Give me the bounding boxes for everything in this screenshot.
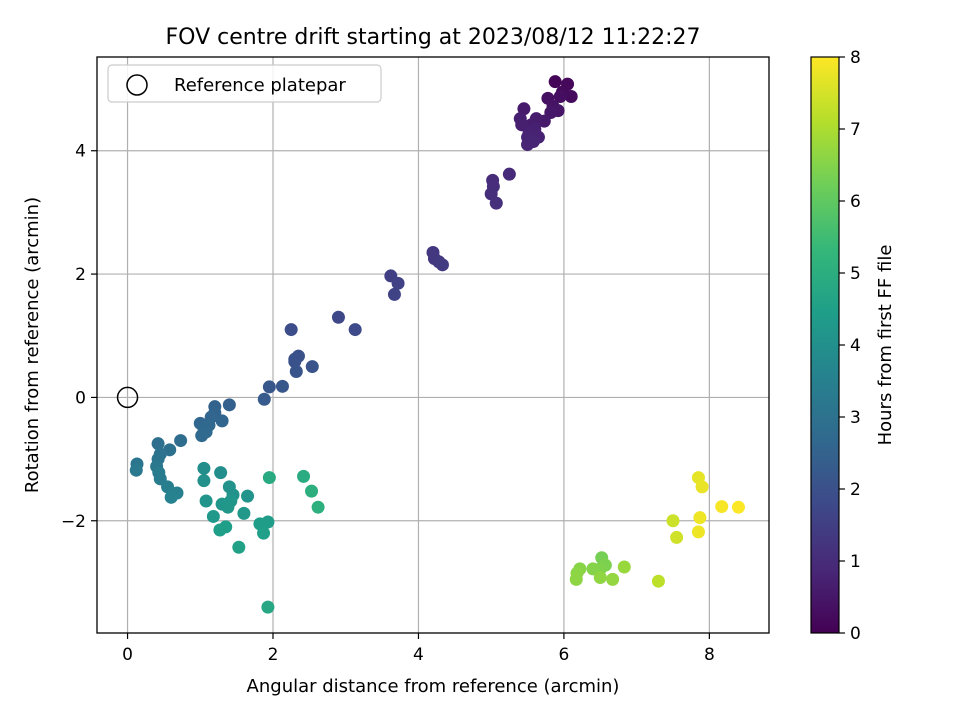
colorbar-tick-label: 2: [850, 480, 861, 500]
data-point: [257, 392, 271, 406]
data-point: [515, 118, 529, 132]
colorbar-tick-label: 6: [850, 192, 861, 212]
data-point: [174, 434, 188, 448]
legend-marker-open-circle: [126, 74, 148, 96]
data-point: [289, 365, 303, 379]
data-point: [221, 500, 235, 514]
colorbar-tick-label: 3: [850, 408, 861, 428]
data-point: [715, 500, 729, 514]
data-point: [197, 461, 211, 475]
data-point: [164, 490, 178, 504]
legend-box: [107, 64, 382, 103]
data-point: [311, 500, 325, 514]
data-point: [222, 398, 236, 412]
data-point: [548, 75, 562, 89]
legend: Reference platepar: [107, 64, 382, 103]
colorbar: 0 1 2 3 4 5 6 7 8 Hours from first FF file: [810, 48, 896, 644]
data-point: [215, 414, 229, 428]
data-point: [391, 276, 405, 290]
colorbar-tick-label: 5: [850, 264, 861, 284]
data-point: [262, 471, 276, 485]
data-point: [569, 572, 583, 586]
data-point: [129, 463, 143, 477]
data-point: [151, 437, 165, 451]
x-tick-label: 0: [122, 645, 133, 665]
data-point: [305, 484, 319, 498]
reference-layer: [116, 386, 139, 409]
data-point: [617, 560, 631, 574]
x-tick-label: 4: [413, 645, 424, 665]
data-point: [214, 466, 228, 480]
data-point: [206, 509, 220, 523]
data-point: [284, 323, 298, 337]
data-point: [666, 514, 680, 528]
chart-title: FOV centre drift starting at 2023/08/12 …: [166, 25, 701, 50]
y-tick-label: 4: [75, 142, 86, 162]
data-point: [586, 562, 600, 576]
colorbar-tick-label: 7: [850, 120, 861, 140]
data-point: [197, 474, 211, 488]
y-axis-label: Rotation from reference (arcmin): [22, 197, 43, 493]
colorbar-tick-label: 0: [850, 624, 861, 644]
data-point: [670, 530, 684, 544]
data-point: [288, 355, 302, 369]
x-tick-label: 6: [558, 645, 569, 665]
data-point: [213, 523, 227, 537]
grid: [97, 57, 769, 633]
colorbar-label: Hours from first FF file: [875, 245, 896, 446]
data-point: [261, 600, 275, 614]
axes-frame: [96, 56, 770, 634]
colorbar-gradient: [810, 56, 840, 634]
data-point: [261, 515, 275, 529]
data-point: [731, 500, 745, 514]
data-point: [257, 526, 271, 540]
data-point: [195, 429, 209, 443]
data-point: [517, 102, 531, 116]
x-tick-label: 2: [268, 645, 279, 665]
data-point: [606, 572, 620, 586]
reference-platepar-marker: [116, 386, 139, 409]
data-point: [199, 494, 213, 508]
data-point: [695, 480, 709, 494]
data-point: [489, 196, 503, 210]
data-point: [693, 511, 707, 525]
data-point: [564, 89, 578, 103]
y-tick-label: 2: [75, 265, 86, 285]
data-point: [593, 570, 607, 584]
colorbar-tick-label: 4: [850, 336, 861, 356]
data-point: [305, 360, 319, 374]
colorbar-ticks: 0 1 2 3 4 5 6 7 8: [839, 48, 861, 644]
data-point: [161, 480, 175, 494]
data-point: [553, 89, 567, 103]
data-point: [297, 469, 311, 483]
data-point: [275, 379, 289, 393]
data-point: [502, 167, 516, 181]
data-point: [435, 258, 449, 272]
scatter-series: [129, 75, 745, 614]
x-axis-label: Angular distance from reference (arcmin): [247, 676, 620, 697]
y-tick-label: −2: [61, 512, 86, 532]
data-point: [526, 134, 540, 148]
data-point: [237, 506, 251, 520]
axis-ticks: 0 2 4 6 8 −2 0 2 4: [61, 142, 715, 665]
data-point: [232, 540, 246, 554]
data-point: [387, 287, 401, 301]
data-point: [651, 574, 665, 588]
colorbar-tick-label: 1: [850, 552, 861, 572]
y-tick-label: 0: [75, 388, 86, 408]
data-point: [241, 489, 255, 503]
x-tick-label: 8: [704, 645, 715, 665]
legend-label: Reference platepar: [174, 75, 346, 96]
data-point: [691, 525, 705, 539]
data-point: [262, 380, 276, 394]
data-point: [331, 310, 345, 324]
data-point: [348, 323, 362, 337]
colorbar-tick-label: 8: [850, 48, 861, 68]
